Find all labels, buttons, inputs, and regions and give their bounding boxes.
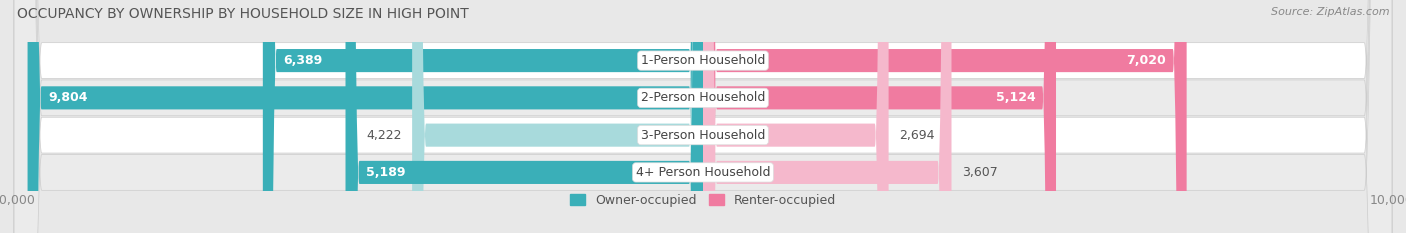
Text: 1-Person Household: 1-Person Household xyxy=(641,54,765,67)
Text: 3-Person Household: 3-Person Household xyxy=(641,129,765,142)
Text: 7,020: 7,020 xyxy=(1126,54,1166,67)
Text: 5,124: 5,124 xyxy=(995,91,1035,104)
FancyBboxPatch shape xyxy=(703,0,889,233)
Text: 4+ Person Household: 4+ Person Household xyxy=(636,166,770,179)
FancyBboxPatch shape xyxy=(703,0,1187,233)
Text: 3,607: 3,607 xyxy=(962,166,998,179)
FancyBboxPatch shape xyxy=(14,0,1392,233)
FancyBboxPatch shape xyxy=(14,0,1392,233)
Text: 6,389: 6,389 xyxy=(284,54,323,67)
FancyBboxPatch shape xyxy=(703,0,952,233)
Text: 9,804: 9,804 xyxy=(48,91,87,104)
Text: OCCUPANCY BY OWNERSHIP BY HOUSEHOLD SIZE IN HIGH POINT: OCCUPANCY BY OWNERSHIP BY HOUSEHOLD SIZE… xyxy=(17,7,468,21)
FancyBboxPatch shape xyxy=(28,0,703,233)
Text: Source: ZipAtlas.com: Source: ZipAtlas.com xyxy=(1271,7,1389,17)
FancyBboxPatch shape xyxy=(703,0,1056,233)
Text: 2-Person Household: 2-Person Household xyxy=(641,91,765,104)
FancyBboxPatch shape xyxy=(412,0,703,233)
Legend: Owner-occupied, Renter-occupied: Owner-occupied, Renter-occupied xyxy=(565,189,841,212)
FancyBboxPatch shape xyxy=(263,0,703,233)
Text: 2,694: 2,694 xyxy=(898,129,935,142)
FancyBboxPatch shape xyxy=(14,0,1392,233)
Text: 4,222: 4,222 xyxy=(367,129,402,142)
Text: 5,189: 5,189 xyxy=(366,166,406,179)
FancyBboxPatch shape xyxy=(14,0,1392,233)
FancyBboxPatch shape xyxy=(346,0,703,233)
